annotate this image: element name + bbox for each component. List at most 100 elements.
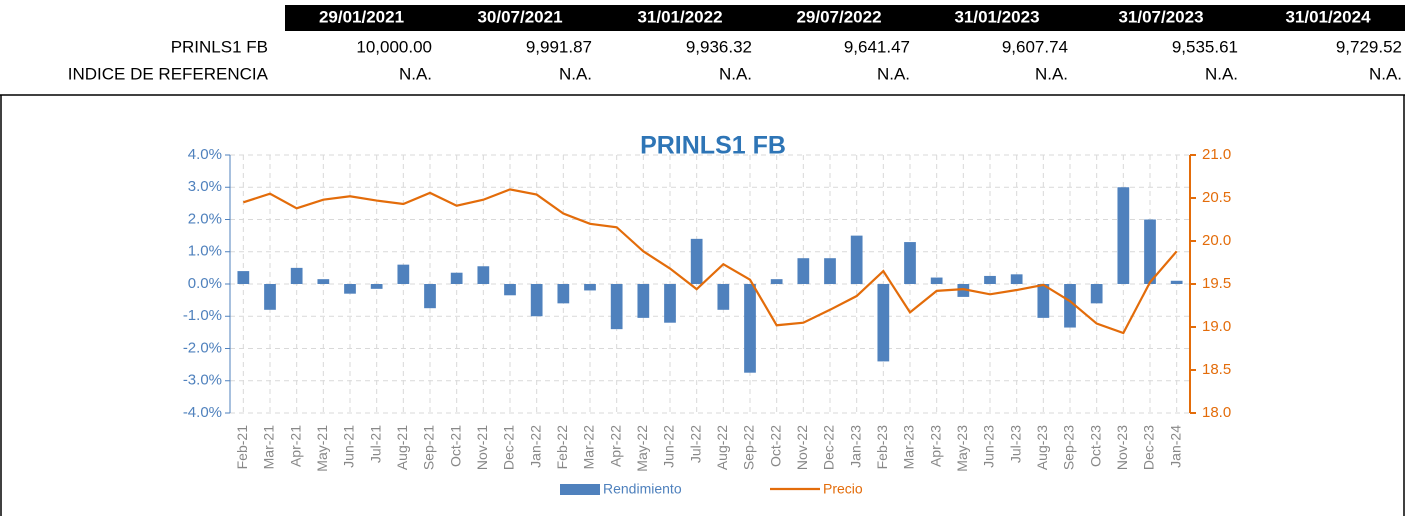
x-tick-label: Feb-22 — [554, 425, 570, 470]
bar — [397, 264, 410, 284]
x-tick-label: Nov-21 — [474, 425, 490, 470]
y2-tick-label: 19.5 — [1202, 275, 1231, 292]
bar — [1064, 284, 1076, 328]
x-tick-label: Aug-23 — [1034, 425, 1050, 470]
x-tick-label: Nov-22 — [794, 425, 810, 470]
cell: 9,641.47 — [844, 37, 910, 56]
x-tick-label: Mar-22 — [581, 425, 597, 470]
y2-tick-label: 18.0 — [1202, 404, 1231, 421]
legend-label: Precio — [823, 481, 863, 497]
x-tick-label: Apr-21 — [287, 425, 303, 467]
legend-label: Rendimiento — [603, 481, 682, 497]
cell: 10,000.00 — [356, 37, 432, 56]
y-tick-label: -1.0% — [183, 307, 222, 324]
x-tick-label: Jul-21 — [367, 425, 383, 463]
bar — [850, 235, 863, 284]
x-tick-label: Dec-21 — [501, 425, 517, 470]
x-tick-label: Mar-23 — [901, 425, 917, 470]
cell: 9,535.61 — [1172, 37, 1238, 56]
y2-tick-label: 19.0 — [1202, 318, 1231, 335]
bar — [637, 284, 650, 318]
bar — [957, 284, 970, 297]
cell: 9,607.74 — [1002, 37, 1068, 56]
bar — [557, 284, 570, 304]
cell: 9,729.52 — [1336, 37, 1402, 56]
x-tick-label: Mar-21 — [261, 425, 277, 470]
cell: N.A. — [1369, 64, 1402, 83]
bar — [264, 284, 276, 310]
line — [242, 188, 1178, 335]
cell: 9,936.32 — [686, 37, 752, 56]
y-tick-label: -4.0% — [183, 404, 222, 421]
bar — [664, 284, 676, 323]
bar — [610, 284, 623, 330]
y-tick-label: 4.0% — [188, 146, 222, 163]
x-tick-label: May-21 — [314, 425, 330, 472]
cell: 9,991.87 — [526, 37, 592, 56]
x-tick-label: Feb-21 — [234, 425, 250, 470]
bar — [290, 267, 303, 284]
bar — [450, 272, 463, 284]
bar — [824, 258, 836, 284]
header-date: 30/07/2021 — [477, 7, 562, 26]
cell: N.A. — [1205, 64, 1238, 83]
bar — [797, 258, 810, 284]
bar — [984, 275, 996, 284]
bar — [424, 284, 436, 309]
header-date: 31/01/2024 — [1285, 7, 1371, 26]
header-date: 29/01/2021 — [319, 7, 404, 26]
header-band — [285, 5, 1405, 31]
row-label: PRINLS1 FB — [171, 37, 268, 56]
x-tick-label: Apr-22 — [607, 425, 623, 467]
header-date: 31/01/2022 — [637, 7, 722, 26]
y-tick-label: -2.0% — [183, 339, 222, 356]
x-tick-label: Sep-21 — [421, 425, 437, 470]
bar — [744, 284, 756, 373]
y2-tick-label: 20.5 — [1202, 189, 1231, 206]
y-tick-label: -3.0% — [183, 372, 222, 389]
y2-tick-label: 20.0 — [1202, 232, 1231, 249]
x-tick-label: Sep-22 — [741, 425, 757, 470]
y-tick-label: 0.0% — [188, 275, 222, 292]
x-tick-label: Aug-21 — [394, 425, 410, 470]
y2-tick-label: 18.5 — [1202, 361, 1231, 378]
header-date: 31/01/2023 — [954, 7, 1039, 26]
cell: N.A. — [1035, 64, 1068, 83]
x-tick-label: Sep-23 — [1061, 425, 1077, 470]
bar — [770, 279, 783, 284]
x-tick-label: Oct-22 — [767, 425, 783, 467]
cell: N.A. — [877, 64, 910, 83]
bar — [690, 238, 703, 284]
bar — [317, 279, 330, 284]
cell: N.A. — [559, 64, 592, 83]
x-tick-label: Feb-23 — [874, 425, 890, 470]
bar — [530, 284, 543, 317]
bar — [370, 284, 383, 289]
y-tick-label: 2.0% — [188, 210, 222, 227]
bar — [504, 284, 516, 296]
bar — [1144, 219, 1156, 284]
x-tick-label: Oct-21 — [447, 425, 463, 467]
bar — [877, 284, 890, 362]
x-tick-label: May-23 — [954, 425, 970, 472]
x-tick-label: Nov-23 — [1114, 425, 1130, 470]
x-tick-label: Aug-22 — [714, 425, 730, 470]
bar — [930, 277, 943, 284]
row-label: INDICE DE REFERENCIA — [68, 64, 269, 83]
bar — [717, 284, 730, 310]
cell: N.A. — [399, 64, 432, 83]
x-tick-label: Apr-23 — [927, 425, 943, 467]
header-date: 31/07/2023 — [1118, 7, 1203, 26]
x-tick-label: Jun-22 — [661, 425, 677, 468]
x-tick-label: Jan-22 — [527, 425, 543, 468]
x-tick-label: May-22 — [634, 425, 650, 472]
bar — [904, 242, 916, 284]
x-tick-label: Jan-24 — [1167, 425, 1183, 468]
bar — [1037, 284, 1050, 318]
x-tick-label: Jul-22 — [687, 425, 703, 463]
x-tick-label: Jun-23 — [981, 425, 997, 468]
bar — [1117, 187, 1130, 284]
x-tick-label: Jun-21 — [341, 425, 357, 468]
y-tick-label: 3.0% — [188, 178, 222, 195]
